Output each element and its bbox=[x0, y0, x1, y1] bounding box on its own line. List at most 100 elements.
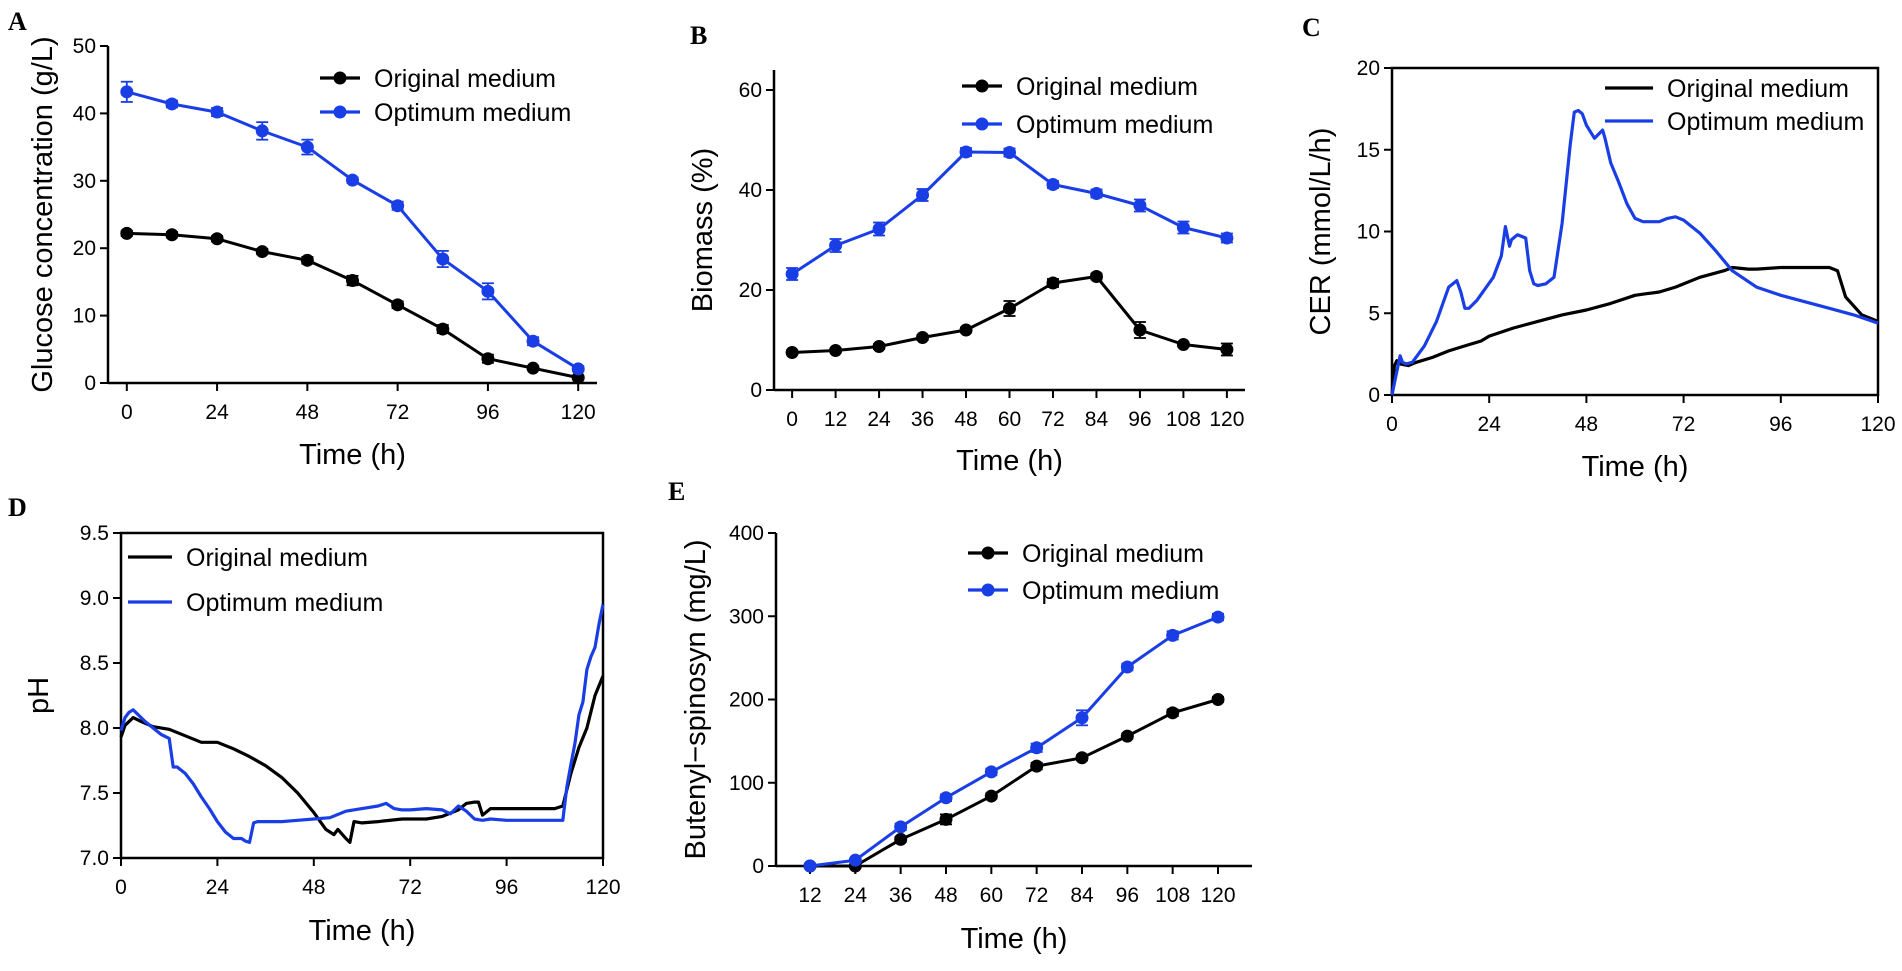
x-tick-label: 0 bbox=[121, 401, 133, 424]
y-tick-label: 50 bbox=[73, 35, 96, 58]
x-tick-label: 24 bbox=[867, 408, 891, 431]
panel-letter-b: B bbox=[690, 21, 707, 50]
x-tick-label: 24 bbox=[206, 876, 230, 899]
series-original: Original medium bbox=[1390, 75, 1879, 396]
x-tick-label: 84 bbox=[1085, 408, 1109, 431]
data-point bbox=[1075, 751, 1089, 765]
y-tick-label: 60 bbox=[739, 79, 762, 102]
y-tick-label: 0 bbox=[750, 379, 762, 402]
x-tick-label: 0 bbox=[1386, 413, 1398, 436]
data-point bbox=[1176, 338, 1190, 351]
series-line bbox=[791, 150, 1228, 276]
panel-letter-d: D bbox=[8, 493, 27, 522]
x-tick-label: 96 bbox=[495, 876, 518, 899]
x-tick-label: 120 bbox=[1200, 884, 1235, 907]
x-tick-label: 120 bbox=[1860, 413, 1895, 436]
legend-label: Optimum medium bbox=[1022, 577, 1219, 605]
x-tick-label: 72 bbox=[399, 876, 422, 899]
data-point bbox=[526, 361, 540, 375]
legend-label: Original medium bbox=[374, 65, 556, 93]
data-point bbox=[120, 226, 134, 240]
data-point bbox=[785, 267, 799, 281]
legend-label: Original medium bbox=[186, 544, 368, 572]
y-tick-label: 9.5 bbox=[80, 522, 109, 545]
data-point bbox=[829, 344, 843, 357]
data-point bbox=[526, 334, 540, 348]
data-point bbox=[255, 245, 269, 259]
chart-panel-e: 0 100 200 300 400 12 24 36 48 60 72 84 96 108 120 Time … bbox=[680, 522, 1252, 955]
data-point bbox=[1211, 693, 1225, 706]
y-tick-label: 40 bbox=[73, 102, 96, 125]
y-tick-label: 0 bbox=[1368, 384, 1380, 407]
series-line bbox=[126, 231, 579, 380]
legend-label: Optimum medium bbox=[186, 589, 383, 617]
x-tick-label: 96 bbox=[1116, 884, 1139, 907]
legend-label: Original medium bbox=[1022, 540, 1204, 568]
data-point bbox=[803, 859, 817, 873]
legend-swatch-marker bbox=[333, 71, 347, 85]
data-point bbox=[1133, 323, 1147, 337]
y-tick-label: 10 bbox=[73, 305, 96, 328]
data-point bbox=[210, 105, 224, 119]
series-optimum: Optimum medium bbox=[785, 111, 1234, 281]
x-tick-label: 72 bbox=[1672, 413, 1695, 436]
y-axis-label: Butenyl−spinosyn (mg/L) bbox=[680, 540, 712, 860]
data-point bbox=[346, 173, 359, 187]
data-point bbox=[1220, 231, 1234, 245]
panel-letter-c: C bbox=[1302, 13, 1321, 42]
legend-label: Original medium bbox=[1667, 75, 1849, 103]
data-point bbox=[391, 199, 405, 213]
series-optimum: Optimum medium bbox=[119, 589, 605, 845]
x-tick-label: 48 bbox=[1575, 413, 1598, 436]
data-point bbox=[894, 832, 908, 846]
data-point bbox=[959, 323, 973, 337]
data-point bbox=[1089, 270, 1103, 283]
y-tick-label: 300 bbox=[729, 605, 764, 628]
x-tick-label: 24 bbox=[205, 401, 229, 424]
data-point bbox=[300, 140, 314, 154]
data-point bbox=[210, 232, 224, 246]
data-point bbox=[959, 145, 973, 159]
data-point bbox=[984, 789, 998, 803]
x-tick-label: 24 bbox=[844, 884, 868, 907]
x-tick-label: 60 bbox=[980, 884, 1003, 907]
series-original: Original medium bbox=[119, 544, 605, 845]
y-tick-label: 40 bbox=[739, 179, 762, 202]
legend-swatch-marker bbox=[333, 105, 347, 119]
series-line bbox=[810, 698, 1219, 868]
data-point bbox=[481, 284, 495, 298]
y-tick-label: 20 bbox=[739, 279, 762, 302]
data-point bbox=[255, 124, 269, 138]
series-optimum: Optimum medium bbox=[120, 80, 585, 376]
series-original: Original medium bbox=[785, 73, 1234, 359]
y-tick-label: 8.0 bbox=[80, 717, 109, 740]
x-tick-label: 108 bbox=[1155, 884, 1190, 907]
data-point bbox=[916, 188, 930, 202]
y-tick-label: 8.5 bbox=[80, 652, 109, 675]
x-tick-label: 96 bbox=[1769, 413, 1792, 436]
data-point bbox=[165, 97, 179, 111]
series-line bbox=[119, 675, 605, 845]
data-point bbox=[300, 253, 314, 267]
y-tick-label: 30 bbox=[73, 170, 96, 193]
chart-panel-c: 0 5 10 15 20 0 24 48 72 96 120 Time (h) CER (mmol/L/… bbox=[1305, 57, 1896, 483]
series-optimum: Optimum medium bbox=[1390, 108, 1879, 396]
x-tick-label: 48 bbox=[296, 401, 319, 424]
y-axis-label: CER (mmol/L/h) bbox=[1305, 128, 1337, 336]
x-tick-label: 12 bbox=[798, 884, 821, 907]
x-tick-label: 36 bbox=[911, 408, 934, 431]
x-tick-label: 24 bbox=[1478, 413, 1502, 436]
data-point bbox=[1133, 199, 1147, 212]
data-point bbox=[571, 362, 585, 376]
data-point bbox=[785, 346, 799, 359]
x-tick-label: 84 bbox=[1070, 884, 1094, 907]
data-point bbox=[436, 322, 450, 336]
y-tick-label: 200 bbox=[729, 689, 764, 712]
data-point bbox=[939, 812, 953, 826]
x-tick-label: 12 bbox=[824, 408, 847, 431]
panel-letter-a: A bbox=[8, 7, 27, 36]
series-line bbox=[119, 604, 605, 845]
data-point bbox=[391, 298, 405, 312]
y-tick-label: 0 bbox=[752, 855, 764, 878]
legend-label: Optimum medium bbox=[1667, 108, 1864, 136]
